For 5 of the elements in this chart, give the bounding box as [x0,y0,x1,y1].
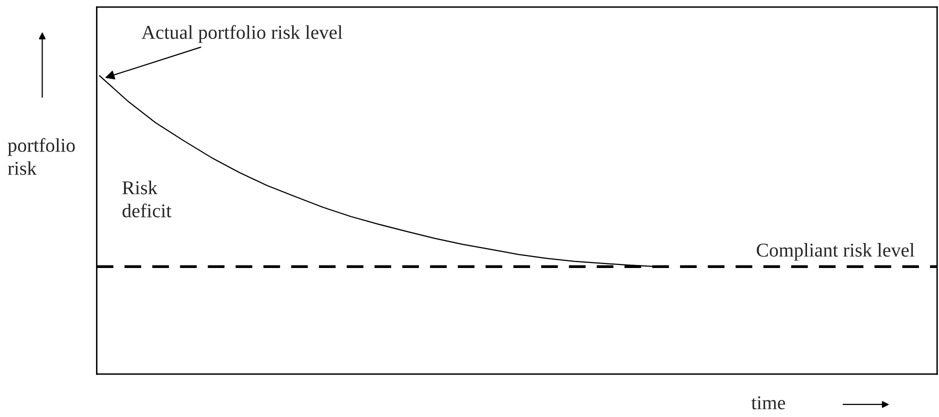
text: Actual portfolio risk level [142,25,342,43]
ref-line-label: Compliant risk level [756,243,914,261]
x-axis-title: time [751,396,786,410]
y-axis-title: portfolio risk [8,138,75,175]
annotation: Risk deficit [122,180,172,218]
